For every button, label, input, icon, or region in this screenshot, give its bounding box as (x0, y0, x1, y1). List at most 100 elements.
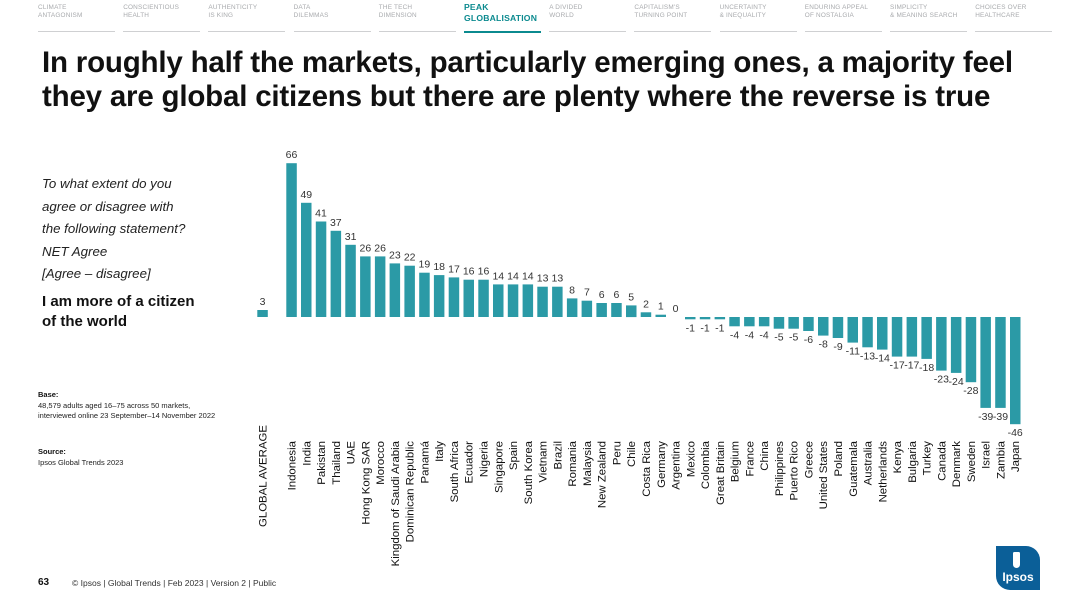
category-label: Greece (803, 441, 815, 478)
value-label: -17 (904, 360, 919, 372)
bar-global-average (257, 310, 268, 317)
category-label: Peru (611, 441, 623, 465)
category-label: Panamá (419, 440, 431, 483)
category-label: Canada (936, 440, 948, 481)
bar-italy (434, 275, 445, 317)
bar-south-africa (449, 277, 460, 317)
bar-ecuador (464, 280, 475, 317)
bar-hong-kong-sar (360, 256, 371, 317)
value-label: 1 (658, 301, 664, 313)
bar-singapore (493, 284, 504, 317)
value-label: -17 (890, 360, 905, 372)
ipsos-logo: Ipsos (996, 546, 1040, 590)
value-label: -39 (993, 411, 1008, 423)
value-label: 3 (260, 296, 266, 308)
category-label: Puerto Rico (789, 441, 801, 501)
bar-malaysia (582, 301, 593, 317)
category-label: Kenya (892, 440, 904, 473)
category-label: Argentina (671, 440, 683, 489)
value-label: 2 (643, 298, 649, 310)
value-label: -23 (934, 374, 949, 386)
value-label: -46 (1008, 427, 1023, 439)
bar-costa-rica (641, 312, 652, 317)
category-label: Italy (434, 441, 446, 462)
bar-poland (833, 317, 844, 338)
category-label: Malaysia (582, 440, 594, 486)
bar-israel (980, 317, 991, 408)
bar-australia (862, 317, 873, 347)
category-label: Japan (1010, 441, 1022, 472)
category-label: South Africa (449, 440, 461, 502)
value-label: -1 (715, 322, 724, 334)
category-label: Colombia (700, 440, 712, 489)
category-label: Kingdom of Saudi Arabia (390, 440, 402, 566)
value-label: 37 (330, 217, 342, 229)
category-label: Dominican Republic (405, 441, 417, 543)
bar-puerto-rico (788, 317, 799, 329)
category-label: Spain (508, 441, 520, 470)
bar-japan (1010, 317, 1021, 424)
value-label: -5 (774, 332, 783, 344)
value-label: 5 (628, 291, 634, 303)
value-label: -8 (819, 339, 828, 351)
bar-mexico (685, 317, 696, 319)
bar-china (759, 317, 770, 326)
value-label: -5 (789, 332, 798, 344)
category-label: South Korea (523, 440, 535, 504)
bar-new-zealand (596, 303, 607, 317)
category-label: Denmark (951, 441, 963, 488)
category-label: Netherlands (877, 441, 889, 503)
value-label: 26 (360, 242, 372, 254)
value-label: -4 (745, 329, 754, 341)
value-label: -6 (804, 334, 813, 346)
bar-dominican-republic (404, 266, 415, 317)
category-label: Turkey (922, 441, 934, 476)
logo-text: Ipsos (996, 570, 1040, 584)
category-label: Germany (656, 441, 668, 488)
bar-spain (508, 284, 519, 317)
bar-south-korea (523, 284, 534, 317)
bar-great-britain (715, 317, 726, 319)
page-number: 63 (38, 577, 49, 588)
category-label: Sweden (966, 441, 978, 482)
bar-uae (345, 245, 356, 317)
bar-sweden (966, 317, 977, 382)
value-label: 66 (286, 149, 298, 161)
bar-pakistan (316, 222, 327, 318)
bar-canada (936, 317, 947, 371)
category-label: Thailand (331, 441, 343, 485)
value-label: 6 (613, 289, 619, 301)
category-label: Nigeria (479, 440, 491, 477)
bar-turkey (921, 317, 932, 359)
category-label: Romania (567, 440, 579, 486)
value-label: 49 (300, 189, 312, 201)
bar-france (744, 317, 755, 326)
category-label: China (759, 440, 771, 470)
category-label: Hong Kong SAR (360, 441, 372, 525)
value-label: 7 (584, 287, 590, 299)
value-label: -9 (833, 341, 842, 353)
category-label: India (301, 440, 313, 465)
value-label: 16 (463, 266, 475, 278)
value-label: 26 (374, 242, 386, 254)
bar-philippines (774, 317, 785, 329)
value-label: 19 (419, 259, 431, 271)
bar-united-states (818, 317, 829, 336)
bar-kingdom-of-saudi-arabia (390, 263, 401, 317)
bar-colombia (700, 317, 711, 319)
value-label: -28 (963, 385, 978, 397)
value-label: -18 (919, 362, 934, 374)
bar-morocco (375, 256, 386, 317)
value-label: -4 (730, 329, 739, 341)
bar-peru (611, 303, 622, 317)
category-label: Brazil (552, 441, 564, 469)
value-label: 8 (569, 284, 575, 296)
category-label: Costa Rica (641, 440, 653, 496)
bar-guatemala (848, 317, 859, 343)
bar-germany (656, 315, 667, 317)
category-label: Zambia (996, 440, 1008, 479)
bar-zambia (995, 317, 1006, 408)
value-label: -1 (700, 322, 709, 334)
category-label: Vietnam (538, 441, 550, 483)
value-label: 41 (315, 208, 327, 220)
